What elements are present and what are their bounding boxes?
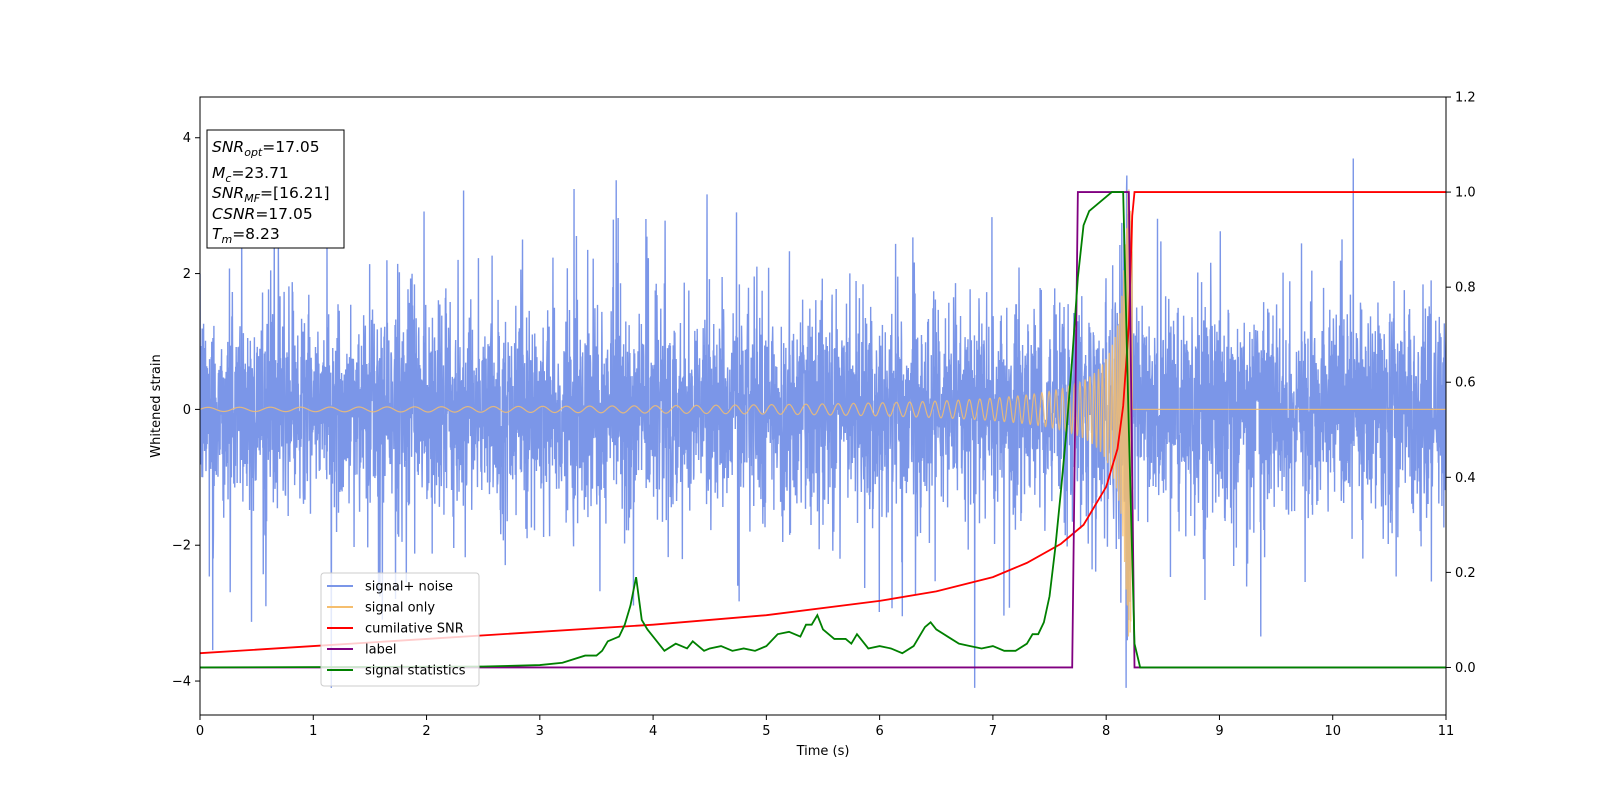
y-left-tick-label: −4 [172,675,191,690]
info-box: SNRopt=17.05 Mc=23.71 SNRMF=[16.21] CSNR… [206,129,345,249]
info-mc: Mc=23.71 [212,164,289,185]
legend-entry: signal only [365,601,435,616]
x-tick-label: 10 [1324,724,1341,739]
series-signal-statistics [200,191,1446,669]
x-tick-label: 9 [1215,724,1223,739]
y-right-tick-label: 0.6 [1455,376,1476,391]
x-tick-label: 6 [875,724,883,739]
y-right-tick-label: 0.4 [1455,471,1476,486]
series-cumulative-snr [200,191,1446,655]
info-snr-mf: SNRMF=[16.21] [212,184,330,205]
y-axis-label: Whitened strain [149,354,164,457]
legend-entry: cumilative SNR [365,622,464,637]
series-signal-only [200,189,1446,637]
y-left-tick-label: 4 [183,131,191,146]
x-tick-label: 11 [1438,724,1455,739]
x-tick-label: 7 [989,724,997,739]
y-left-tick-label: 0 [183,403,191,418]
info-tm: Tm=8.23 [212,225,280,246]
info-snr-opt: SNRopt=17.05 [212,138,320,159]
y-right-tick-label: 0.8 [1455,281,1476,296]
info-csnr: CSNR=17.05 [212,205,313,223]
series-signal-noise [200,158,1446,688]
y-right-tick-label: 0.2 [1455,566,1476,581]
y-right-tick-label: 1.0 [1455,186,1476,201]
x-tick-label: 8 [1102,724,1110,739]
x-tick-label: 5 [762,724,770,739]
x-tick-label: 4 [649,724,657,739]
legend: signal+ noise signal only cumilative SNR la… [320,572,480,687]
y-left-tick-label: −2 [172,539,191,554]
legend-entry: signal+ noise [365,580,453,595]
x-tick-label: 0 [196,724,204,739]
y-right-tick-label: 1.2 [1455,91,1476,106]
x-tick-label: 1 [309,724,317,739]
legend-box [320,572,480,687]
plot-frame [199,96,1447,716]
legend-entry: label [365,643,396,658]
x-axis-label: Time (s) [796,744,850,759]
y-right-tick-label: 0.0 [1455,661,1476,676]
x-tick-label: 3 [536,724,544,739]
y-left-tick-label: 2 [183,267,191,282]
legend-entry: signal statistics [365,664,466,679]
x-tick-label: 2 [422,724,430,739]
